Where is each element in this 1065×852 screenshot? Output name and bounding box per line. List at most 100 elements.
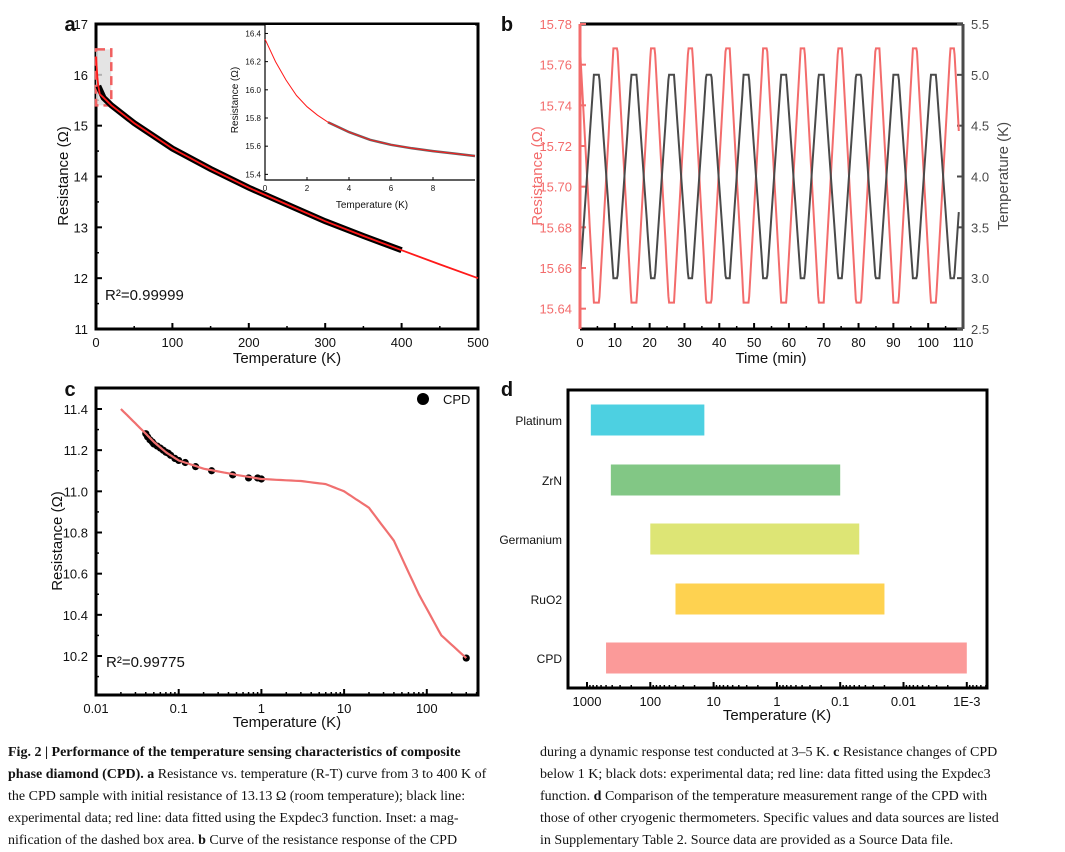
y-tick-label: 10.6 — [63, 567, 88, 582]
caption-line: phase diamond (CPD). a Resistance vs. te… — [8, 764, 486, 786]
legend-label: CPD — [443, 392, 470, 407]
y-tick-label: 15 — [74, 119, 88, 134]
fit-line — [95, 56, 479, 280]
inset-y-tick-label: 15.4 — [245, 170, 261, 179]
y-right-tick-label: 2.5 — [971, 322, 989, 337]
panel-d: 1000 100 10 1 0.1 0.01 1E-3 Temperature (K) Plat… — [499, 388, 989, 724]
y-left-tick-label: 15.68 — [539, 220, 572, 235]
caption-bold-text: b — [194, 833, 206, 848]
inset-y-axis-label: Resistance (Ω) — [230, 67, 241, 133]
x-tick-label: 200 — [238, 335, 260, 350]
range-bar-ruo2 — [675, 583, 885, 615]
caption-text: Resistance vs. temperature (R-T) curve f… — [154, 767, 487, 782]
y-tick-label: 11.2 — [64, 443, 88, 458]
x-tick-label: 10 — [706, 694, 720, 709]
panel-b: 0 10 20 30 40 50 60 70 80 90 100 110 15.64 15.66 15.68… — [529, 17, 1012, 367]
caption-text: those of other cryogenic thermometers. S… — [540, 811, 999, 826]
x-tick-label: 10 — [608, 335, 622, 350]
x-tick-label: 0.01 — [891, 694, 916, 709]
y-left-tick-label: 15.70 — [539, 180, 572, 195]
panel-c: 0.01 0.1 1 10 100 10.2 10.4 10.6 10.8 11.0 11.2 11.… — [49, 386, 480, 731]
inset-y-tick-label: 16.0 — [245, 86, 261, 95]
x-tick-label: 20 — [642, 335, 656, 350]
caption-text: in Supplementary Table 2. Source data ar… — [540, 833, 954, 848]
caption-line: function. d Comparison of the temperatur… — [540, 786, 999, 808]
caption-left-column: Fig. 2 | Performance of the temperature … — [8, 742, 486, 852]
x-tick-label: 80 — [851, 335, 865, 350]
figure: a0 100 200 300 400 50011121314151617Temperatu… — [49, 14, 1012, 731]
x-tick-label: 1 — [773, 694, 780, 709]
inset-x-tick-label: 6 — [389, 184, 394, 193]
x-tick-label: 110 — [953, 335, 974, 350]
category-label: CPD — [537, 652, 563, 666]
x-tick-label: 1000 — [573, 694, 602, 709]
caption-text: Resistance changes of CPD — [839, 745, 998, 760]
range-bar-zrn — [610, 464, 841, 496]
x-axis-label: Temperature (K) — [723, 707, 831, 724]
x-tick-label: 40 — [712, 335, 726, 350]
caption-text: the CPD sample with initial resistance o… — [8, 789, 466, 804]
inset-x-tick-label: 2 — [305, 184, 310, 193]
caption-text: below 1 K; black dots: experimental data… — [540, 767, 991, 782]
y-axis-label: Resistance (Ω) — [49, 491, 66, 591]
y-left-tick-label: 15.78 — [539, 17, 572, 32]
x-axis-label: Temperature (K) — [233, 350, 341, 367]
x-tick-label: 100 — [416, 701, 438, 716]
y-right-tick-label: 5.5 — [971, 17, 989, 32]
x-tick-label: 10 — [337, 701, 351, 716]
y-axis-label: Resistance (Ω) — [55, 126, 72, 226]
panel-label-b: b — [501, 14, 513, 36]
y-tick-label: 11 — [75, 322, 89, 337]
y-right-tick-label: 3.0 — [971, 271, 989, 286]
inset-background — [265, 25, 475, 180]
x-tick-label: 100 — [639, 694, 661, 709]
fit-line — [120, 408, 468, 659]
category-label: Germanium — [499, 533, 562, 547]
x-tick-label: 0.01 — [83, 701, 108, 716]
category-label: RuO2 — [531, 593, 563, 607]
panel-label-c: c — [64, 379, 75, 401]
category-label: Platinum — [515, 414, 562, 428]
y-tick-label: 10.2 — [63, 649, 88, 664]
inset-y-tick-label: 15.8 — [245, 114, 261, 123]
y-tick-label: 12 — [74, 271, 88, 286]
caption-bold-text: c — [829, 745, 840, 760]
y-right-tick-label: 4.5 — [971, 119, 989, 134]
y-right-tick-label: 5.0 — [971, 68, 989, 83]
x-axis-label: Time (min) — [735, 350, 806, 367]
y-tick-label: 14 — [74, 170, 88, 185]
caption-text: Comparison of the temperature measuremen… — [601, 789, 988, 804]
inset-x-tick-label: 0 — [263, 184, 268, 193]
inset-x-axis-label: Temperature (K) — [336, 200, 408, 211]
x-tick-label: 100 — [917, 335, 939, 350]
x-tick-label: 30 — [677, 335, 691, 350]
caption-text: function. — [540, 789, 591, 804]
panel-a: 0 100 200 300 400 500 11 12 13 14 15 16 17 Temperatur… — [55, 17, 489, 367]
y-left-tick-label: 15.74 — [539, 98, 572, 113]
caption-text: during a dynamic response test conducted… — [540, 745, 830, 760]
y-tick-label: 10.4 — [63, 608, 88, 623]
caption-text: experimental data; red line: data fitted… — [8, 811, 459, 826]
range-bar-cpd — [606, 642, 967, 674]
inset-x-tick-label: 8 — [431, 184, 436, 193]
x-tick-label: 50 — [747, 335, 761, 350]
inset-y-tick-label: 16.4 — [245, 29, 261, 38]
caption-line: below 1 K; black dots: experimental data… — [540, 764, 999, 786]
y-left-tick-label: 15.66 — [539, 261, 572, 276]
caption-bold-text: d — [590, 789, 602, 804]
r-squared-annotation: R²=0.99775 — [106, 654, 185, 671]
x-tick-label: 500 — [467, 335, 489, 350]
x-tick-label: 100 — [162, 335, 184, 350]
x-tick-label: 1E-3 — [953, 694, 980, 709]
inset-chart: 0 2 4 6 8 15.4 15.6 15.8 16.0 16.2 16.4 Temperature… — [230, 25, 476, 211]
x-tick-label: 300 — [314, 335, 336, 350]
x-tick-label: 60 — [782, 335, 796, 350]
y-tick-label: 16 — [74, 68, 88, 83]
y-right-tick-label: 3.5 — [971, 220, 989, 235]
y-tick-label: 11.4 — [64, 402, 88, 417]
y-right-axis-label: Temperature (K) — [995, 122, 1012, 230]
plot-frame — [94, 386, 480, 697]
caption-right-column: during a dynamic response test conducted… — [540, 742, 999, 852]
r-squared-annotation: R²=0.99999 — [105, 287, 184, 304]
x-tick-label: 0 — [576, 335, 583, 350]
